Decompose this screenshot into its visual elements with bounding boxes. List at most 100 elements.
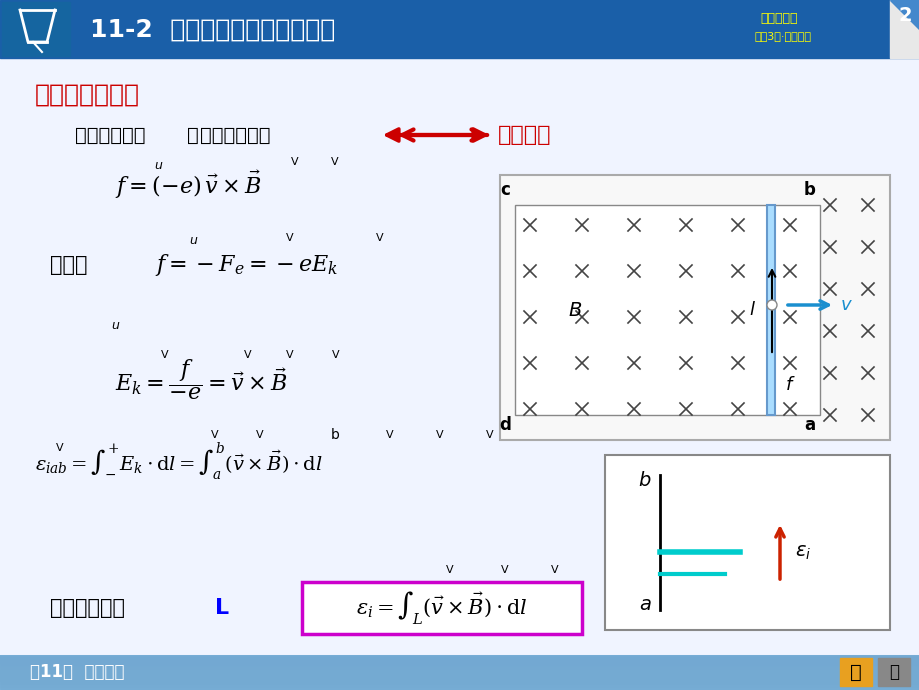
Bar (0, 0, 919, 58)
Circle shape (766, 300, 777, 310)
Bar (0, 663, 919, 664)
Bar (0, 664, 919, 665)
Text: $f = (-e)\,\vec{v}\times\vec{B}$: $f = (-e)\,\vec{v}\times\vec{B}$ (115, 169, 261, 201)
Bar (0, 661, 919, 662)
Text: 11-2  动生电动势与感生电动势: 11-2 动生电动势与感生电动势 (90, 18, 335, 42)
Bar (0, 658, 919, 659)
Text: b: b (803, 181, 815, 199)
Text: V: V (286, 233, 293, 243)
Bar (839, 658, 871, 686)
Text: $E_k = \dfrac{f}{-e} = \vec{v}\times\vec{B}$: $E_k = \dfrac{f}{-e} = \vec{v}\times\vec… (115, 357, 287, 402)
Bar (0, 660, 919, 661)
Text: 动生电动势的: 动生电动势的 (75, 126, 145, 144)
Text: V: V (161, 350, 168, 360)
Bar (0, 671, 919, 672)
Text: V: V (386, 430, 393, 440)
Text: V: V (56, 443, 63, 453)
Text: $\varepsilon_i = \int_L (\vec{v}\times\vec{B})\cdot \mathrm{d}l$: $\varepsilon_i = \int_L (\vec{v}\times\v… (356, 589, 528, 627)
Text: V: V (436, 430, 443, 440)
Bar (0, 684, 919, 685)
Text: $B$: $B$ (567, 301, 582, 319)
Bar (0, 673, 919, 674)
Bar (0, 687, 919, 688)
Bar (0, 683, 919, 684)
Text: 🔔: 🔔 (849, 662, 861, 682)
Text: 一、动生电动势: 一、动生电动势 (35, 83, 140, 107)
Text: 洛仑兹力: 洛仑兹力 (497, 125, 550, 145)
Text: $b$: $b$ (638, 471, 651, 489)
Text: u: u (153, 159, 162, 172)
Bar (0, 655, 919, 656)
Bar (0, 656, 919, 657)
Text: u: u (189, 233, 197, 246)
Text: $\varepsilon_i$: $\varepsilon_i$ (794, 542, 811, 562)
Bar (0, 680, 919, 681)
Bar (0, 679, 919, 680)
Bar (0, 685, 919, 686)
Text: V: V (255, 430, 264, 440)
Bar (499, 175, 889, 440)
Bar (0, 657, 919, 658)
Text: $\varepsilon_{iab} = \int_{-}^{+} E_k \cdot \mathrm{d}l = \int_{a}^{b} (\vec{v}\: $\varepsilon_{iab} = \int_{-}^{+} E_k \c… (35, 441, 323, 483)
Text: 第11章  电磁感应: 第11章 电磁感应 (30, 663, 124, 681)
Text: 静电力场来源: 静电力场来源 (199, 126, 270, 144)
Bar (0, 669, 919, 670)
Bar (0, 677, 919, 678)
Text: V: V (286, 350, 293, 360)
Text: V: V (244, 350, 252, 360)
Bar (0, 667, 919, 668)
Text: c: c (500, 181, 509, 199)
Text: $f = -F_e = -eE_k$: $f = -F_e = -eE_k$ (154, 252, 338, 278)
Text: L: L (215, 598, 229, 618)
Bar (0, 659, 919, 660)
Bar (0, 662, 919, 663)
Bar (2, 2, 70, 56)
Bar (889, 0, 919, 58)
Bar (0, 681, 919, 682)
Polygon shape (889, 0, 919, 30)
Bar (515, 205, 819, 415)
Text: （第3版·修订版）: （第3版·修订版） (754, 31, 811, 41)
Text: 非: 非 (187, 126, 199, 144)
Bar (0, 676, 919, 677)
Bar (0, 675, 919, 676)
Bar (301, 582, 582, 634)
Text: 平衡时: 平衡时 (50, 255, 87, 275)
Bar (0, 678, 919, 679)
Bar (0, 686, 919, 687)
Text: $f$: $f$ (784, 376, 794, 394)
Bar (877, 658, 909, 686)
Bar (0, 655, 919, 690)
Bar (0, 688, 919, 689)
Text: $l$: $l$ (748, 301, 754, 319)
Text: V: V (291, 157, 299, 167)
Text: 任意形状导线: 任意形状导线 (50, 598, 125, 618)
Bar (0, 672, 919, 673)
Text: a: a (803, 416, 814, 434)
Text: b: b (330, 428, 339, 442)
Text: 2: 2 (897, 6, 911, 25)
Bar (0, 668, 919, 669)
Bar (0, 666, 919, 667)
Text: V: V (485, 430, 494, 440)
Text: $a$: $a$ (638, 595, 651, 615)
Bar (0, 682, 919, 683)
Text: V: V (550, 565, 558, 575)
Text: V: V (446, 565, 453, 575)
Text: V: V (331, 157, 338, 167)
Text: V: V (376, 233, 383, 243)
Bar (605, 455, 889, 630)
Bar (0, 674, 919, 675)
Text: u: u (111, 319, 119, 331)
Text: 大学物理学: 大学物理学 (759, 12, 797, 25)
Bar (0, 689, 919, 690)
Text: V: V (211, 430, 219, 440)
Text: V: V (332, 350, 339, 360)
Bar (766, 205, 774, 415)
Bar (0, 670, 919, 671)
Text: $v$: $v$ (839, 296, 852, 314)
Text: d: d (498, 416, 510, 434)
Bar (0, 665, 919, 666)
Text: 📖: 📖 (888, 663, 898, 681)
Text: V: V (501, 565, 508, 575)
